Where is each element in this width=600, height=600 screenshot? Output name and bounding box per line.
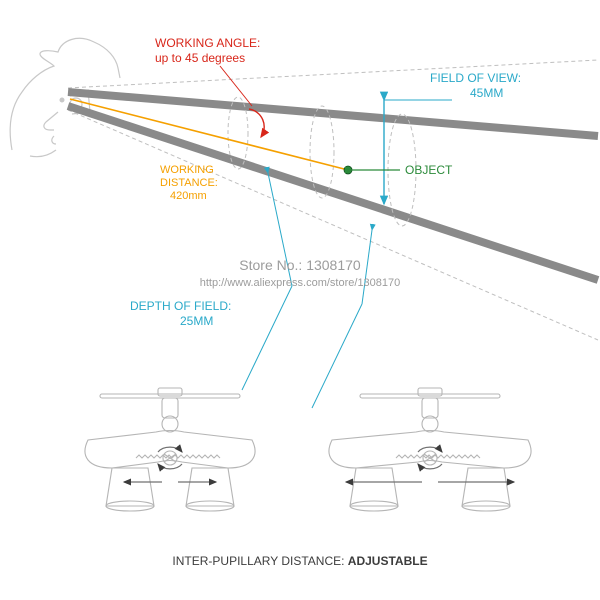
- watermark-store: Store No.: 1308170: [239, 257, 361, 273]
- working-angle-leader: [220, 66, 252, 106]
- working-angle-arc: [249, 109, 264, 137]
- working-angle-value: up to 45 degrees: [155, 51, 245, 65]
- dof-leader-right: [312, 304, 362, 408]
- object-dot: [344, 166, 352, 174]
- dof-tick-right: [362, 230, 372, 304]
- fov-label: FIELD OF VIEW:: [430, 71, 521, 85]
- ipd-caption: INTER-PUPILLARY DISTANCE: ADJUSTABLE: [172, 554, 427, 568]
- device-wide: [329, 388, 531, 511]
- wd-label-2: DISTANCE:: [160, 177, 218, 189]
- watermark-url: http://www.aliexpress.com/store/1308170: [200, 277, 401, 289]
- wd-value: 420mm: [170, 190, 207, 202]
- focal-ellipse-1: [310, 106, 334, 198]
- wd-label-1: WORKING: [160, 164, 214, 176]
- dof-label: DEPTH OF FIELD:: [130, 299, 231, 313]
- device-narrow: [85, 388, 255, 511]
- working-angle-label: WORKING ANGLE:: [155, 36, 260, 50]
- dof-leader-left: [242, 286, 292, 390]
- dof-value: 25MM: [180, 314, 213, 328]
- fov-value: 45MM: [470, 86, 503, 100]
- object-label: OBJECT: [405, 163, 453, 177]
